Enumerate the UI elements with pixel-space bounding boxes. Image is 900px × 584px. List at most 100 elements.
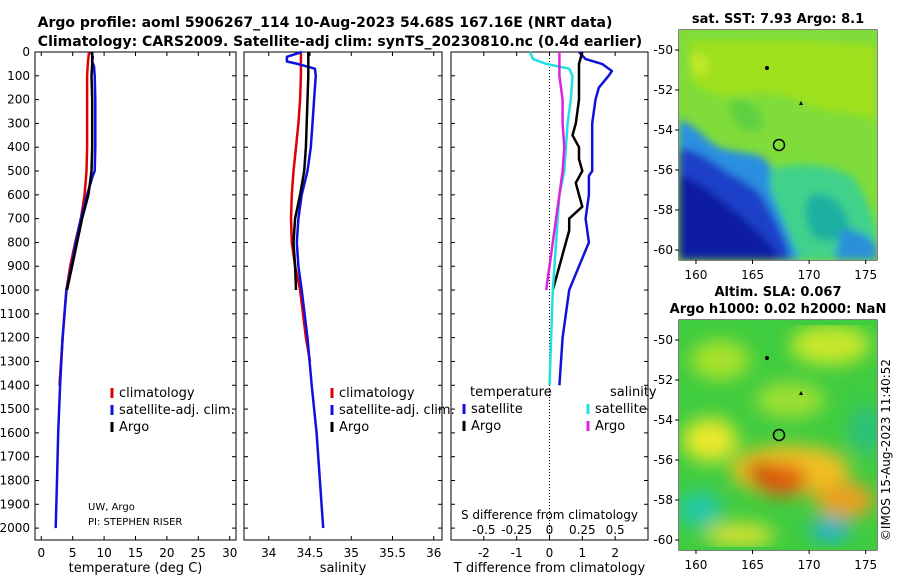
x-tick-label: 15 (128, 546, 143, 560)
island-marker (765, 356, 769, 360)
sla-map: Altim. SLA: 0.067 Argo h1000: 0.02 h2000… (653, 285, 886, 572)
sst-map: sat. SST: 7.93 Argo: 8.1 160 165 170 175 -50… (653, 12, 878, 282)
x-tick-label: 0 (37, 546, 45, 560)
top-tick-label: -0.5 (472, 523, 495, 537)
sst-field (679, 30, 877, 260)
legend-label: Argo (471, 419, 501, 434)
difference-top-xlabel: S difference from climatology (461, 508, 638, 522)
salinity-legend: climatology satellite-adj. clim. Argo (330, 386, 455, 435)
x-tick-label: 10 (96, 546, 111, 560)
y-tick-label: 1400 (0, 378, 30, 392)
map-x-tick-label: 170 (798, 268, 821, 282)
series-line-argo (65, 52, 94, 291)
source-note-line1: UW, Argo (88, 502, 135, 513)
map-x-tick-label: 175 (854, 268, 877, 282)
x-tick-label: 25 (191, 546, 206, 560)
y-tick-label: 300 (7, 116, 30, 130)
legend-title-salinity: salinity (610, 385, 657, 400)
temperature-panel: 0100200300400500600700800900100011001200… (0, 45, 237, 576)
sst-map-title: sat. SST: 7.93 Argo: 8.1 (692, 12, 864, 27)
map-y-tick-label: -56 (653, 453, 673, 467)
x-tick-label: 0 (546, 546, 554, 560)
map-y-tick-label: -56 (653, 163, 673, 177)
sla-map-title: Altim. SLA: 0.067 (715, 285, 842, 300)
map-y-tick-label: -50 (653, 43, 673, 57)
legend-label: Argo (339, 420, 369, 435)
legend-label: satellite (595, 402, 647, 417)
y-tick-label: 700 (7, 212, 30, 226)
argo-float-marker (772, 428, 786, 442)
y-tick-label: 2000 (0, 521, 30, 535)
y-tick-label: 400 (7, 140, 30, 154)
sla-map-subtitle: Argo h1000: 0.02 h2000: NaN (670, 302, 887, 317)
difference-xlabel: T difference from climatology (453, 561, 646, 576)
island-marker (799, 391, 803, 395)
temperature-xlabel: temperature (deg C) (69, 561, 203, 576)
map-x-tick-label: 170 (798, 558, 821, 572)
legend-label: Argo (119, 420, 149, 435)
y-tick-label: 900 (7, 259, 30, 273)
map-y-tick-label: -52 (653, 373, 673, 387)
y-tick-label: 1100 (0, 307, 30, 321)
sla-field (679, 320, 877, 550)
series-line-satellite-adj-clim- (285, 50, 325, 529)
x-tick-label: 34 (261, 546, 276, 560)
series-line-salinity-satellite (528, 51, 574, 386)
island-marker (799, 101, 803, 105)
sla-map-axes: 160 165 170 175 -50 -52 -54 -56 -58 -60 (653, 333, 877, 572)
salinity-axes-frame (243, 51, 443, 541)
map-y-tick-label: -54 (653, 123, 673, 137)
y-tick-label: 500 (7, 164, 30, 178)
y-tick-label: 1200 (0, 331, 30, 345)
island-marker (765, 66, 769, 70)
map-y-tick-label: -50 (653, 333, 673, 347)
x-tick-label: 1 (579, 546, 587, 560)
map-y-tick-label: -60 (653, 243, 673, 257)
legend-label: satellite-adj. clim. (339, 403, 455, 418)
figure-subtitle: Climatology: CARS2009. Satellite-adj cli… (38, 34, 642, 50)
x-tick-label: 20 (159, 546, 174, 560)
y-tick-label: 1700 (0, 450, 30, 464)
legend-label: climatology (339, 386, 415, 401)
source-note-line2: PI: STEPHEN RISER (88, 517, 182, 528)
y-tick-label: 1900 (0, 497, 30, 511)
difference-panel: -2 -1 0 1 2T difference from climatology S di… (450, 51, 657, 576)
top-tick-label: 0.5 (606, 523, 625, 537)
y-tick-label: 1300 (0, 354, 30, 368)
y-tick-label: 800 (7, 235, 30, 249)
series-line-climatology (289, 52, 312, 362)
sst-map-axes: 160 165 170 175 -50 -52 -54 -56 -58 -60 (653, 43, 877, 282)
legend-label: satellite-adj. clim. (119, 403, 235, 418)
y-tick-label: 600 (7, 188, 30, 202)
map-y-tick-label: -52 (653, 83, 673, 97)
legend-label: Argo (595, 419, 625, 434)
series-line-temperature-argo (551, 51, 584, 291)
map-y-tick-label: -58 (653, 203, 673, 217)
x-tick-label: 36 (426, 546, 441, 560)
x-tick-label: 30 (222, 546, 237, 560)
salinity-panel: 34 34.5 35 35.5 36 salinity climatology satelli… (243, 50, 455, 576)
series-line-temperature-satellite (558, 51, 614, 386)
profile-plots: 0100200300400500600700800900100011001200… (0, 45, 657, 576)
y-tick-label: 1800 (0, 473, 30, 487)
figure-title: Argo profile: aoml 5906267_114 10-Aug-20… (38, 15, 613, 31)
temperature-legend: climatology satellite-adj. clim. Argo (110, 386, 235, 435)
y-tick-label: 1000 (0, 283, 30, 297)
legend-label: satellite (471, 402, 523, 417)
map-y-tick-label: -58 (653, 493, 673, 507)
series-line-argo (292, 52, 310, 291)
map-y-tick-label: -60 (653, 533, 673, 547)
series-line-satellite-adj-clim- (54, 51, 97, 529)
x-tick-label: 5 (69, 546, 77, 560)
argo-float-marker (772, 138, 786, 152)
x-tick-label: 2 (611, 546, 619, 560)
x-tick-label: 35.5 (379, 546, 406, 560)
x-tick-label: 35 (344, 546, 359, 560)
map-x-tick-label: 165 (741, 558, 764, 572)
x-tick-label: -1 (511, 546, 523, 560)
legend-title-temperature: temperature (470, 385, 552, 400)
top-tick-label: 0 (546, 523, 554, 537)
y-tick-label: 1600 (0, 426, 30, 440)
